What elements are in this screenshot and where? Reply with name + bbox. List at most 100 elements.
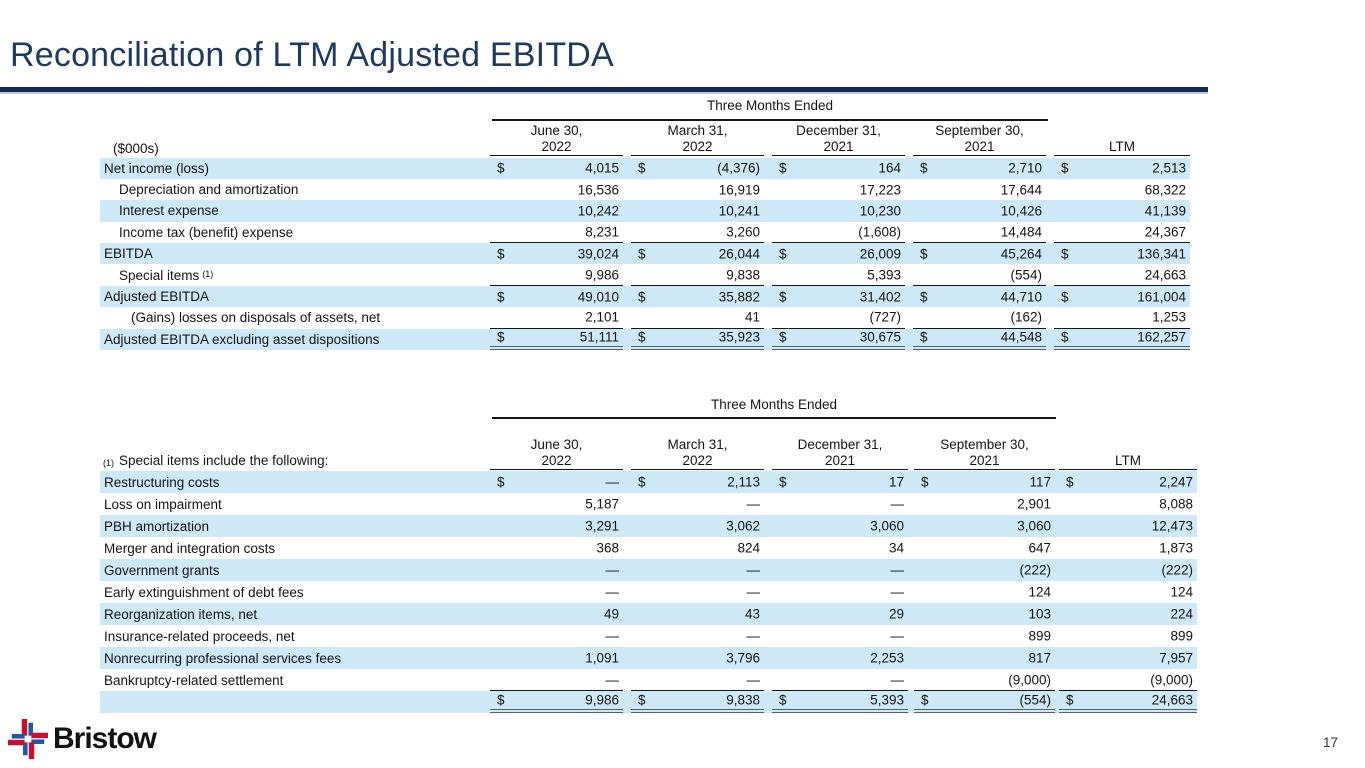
row-label: Nonrecurring professional services fees bbox=[104, 647, 341, 669]
table-cell: $162,257 bbox=[1054, 329, 1190, 351]
cell-value: 16,919 bbox=[718, 182, 760, 198]
span-header-underline bbox=[492, 119, 1048, 121]
cell-value: 8,088 bbox=[1159, 496, 1193, 512]
dollar-sign: $ bbox=[920, 289, 928, 305]
table-cell: 24,663 bbox=[1054, 265, 1190, 286]
column-header-line2: 2022 bbox=[682, 139, 713, 154]
cell-value: 26,009 bbox=[859, 246, 901, 262]
table-cell: — bbox=[772, 581, 908, 603]
table-cell: 3,291 bbox=[490, 515, 623, 537]
cell-value: 5,187 bbox=[585, 496, 619, 512]
cell-value: 224 bbox=[1170, 606, 1193, 622]
table-cell: $24,663 bbox=[1059, 691, 1197, 713]
table-cell: $30,675 bbox=[772, 329, 905, 351]
cell-value: 35,923 bbox=[718, 329, 760, 345]
row-label-text: Depreciation and amortization bbox=[119, 182, 299, 198]
table-cell: $164 bbox=[772, 158, 905, 179]
dollar-sign: $ bbox=[1061, 246, 1069, 262]
column-header-line2: LTM bbox=[1109, 139, 1135, 154]
column-header-line2: 2021 bbox=[824, 453, 856, 468]
table-cell: 10,426 bbox=[913, 200, 1046, 221]
cell-value: 10,242 bbox=[577, 203, 619, 219]
row-label: (Gains) losses on disposals of assets, n… bbox=[131, 307, 380, 328]
cell-value: 41 bbox=[744, 309, 760, 325]
cell-value: 30,675 bbox=[859, 329, 901, 345]
dollar-sign: $ bbox=[1061, 329, 1069, 345]
table-row: (Gains) losses on disposals of assets, n… bbox=[100, 307, 1190, 329]
table-cell: 16,536 bbox=[490, 179, 623, 200]
cell-value: 164 bbox=[878, 160, 901, 176]
table-cell: 10,242 bbox=[490, 200, 623, 221]
table-row: Adjusted EBITDA $49,010 $35,882 $31,402 $44,… bbox=[100, 285, 1190, 308]
title-rule bbox=[0, 87, 1208, 92]
table-cell: $35,882 bbox=[631, 286, 764, 307]
column-header-line1: June 30, bbox=[530, 123, 583, 138]
cell-value: 3,260 bbox=[726, 224, 760, 240]
column-header-line2: 2022 bbox=[541, 139, 572, 154]
dollar-sign: $ bbox=[921, 692, 929, 708]
table-cell: 3,260 bbox=[631, 222, 764, 244]
row-label: Special items (1) bbox=[119, 265, 213, 286]
cell-value: — bbox=[890, 628, 905, 644]
table-cell: 224 bbox=[1059, 603, 1197, 625]
cell-value: (9,000) bbox=[1150, 672, 1193, 687]
row-label-footnote-ref: (1) bbox=[202, 269, 214, 280]
column-header: June 30, 2022 bbox=[490, 434, 623, 470]
table-cell: — bbox=[631, 625, 764, 647]
dollar-sign: $ bbox=[1061, 289, 1069, 305]
table-row: Adjusted EBITDA excluding asset disposit… bbox=[100, 328, 1190, 351]
table-cell: — bbox=[631, 493, 764, 515]
row-label: Adjusted EBITDA bbox=[104, 286, 209, 307]
table-cell: 368 bbox=[490, 537, 623, 559]
table-cell: $26,009 bbox=[772, 243, 905, 264]
table-cell: $44,548 bbox=[913, 329, 1046, 351]
cell-value: 41,139 bbox=[1144, 203, 1186, 219]
table-cell: $51,111 bbox=[490, 329, 623, 351]
table-cell: 12,473 bbox=[1059, 515, 1197, 537]
table-cell: — bbox=[631, 559, 764, 581]
table-cell: 9,838 bbox=[631, 265, 764, 286]
table-row: Bankruptcy-related settlement — — — (9,000) (… bbox=[100, 669, 1197, 691]
column-header: March 31, 2022 bbox=[631, 122, 764, 156]
row-label: EBITDA bbox=[104, 243, 153, 264]
dollar-sign: $ bbox=[779, 474, 787, 490]
cell-value: 2,901 bbox=[1017, 496, 1051, 512]
table-cell: $9,838 bbox=[631, 691, 764, 713]
table-cell: 29 bbox=[772, 603, 908, 625]
table-cell: (222) bbox=[1059, 559, 1197, 581]
table-row: PBH amortization 3,291 3,062 3,060 3,060 12,4… bbox=[100, 515, 1197, 537]
table-cell: 43 bbox=[631, 603, 764, 625]
dollar-sign: $ bbox=[638, 289, 646, 305]
table-cell: 5,393 bbox=[772, 265, 905, 286]
column-header-line2: 2022 bbox=[541, 453, 572, 468]
dollar-sign: $ bbox=[497, 289, 505, 305]
row-label: Merger and integration costs bbox=[104, 537, 275, 559]
row-label-text: Adjusted EBITDA excluding asset disposit… bbox=[104, 331, 380, 347]
cell-value: — bbox=[746, 584, 761, 600]
table-row: Restructuring costs $ — $2,113 $17 $117 $2,247 bbox=[100, 471, 1197, 493]
table-cell: 17,223 bbox=[772, 179, 905, 200]
table-cell: 2,253 bbox=[772, 647, 908, 669]
table-cell: — bbox=[772, 625, 908, 647]
table-cell: $2,247 bbox=[1059, 471, 1197, 493]
cell-value: 103 bbox=[1028, 606, 1051, 622]
cell-value: 899 bbox=[1170, 628, 1193, 644]
cell-value: 2,513 bbox=[1152, 160, 1186, 176]
dollar-sign: $ bbox=[1066, 474, 1074, 490]
column-header-line2: 2022 bbox=[682, 453, 713, 468]
cell-value: 5,393 bbox=[867, 267, 901, 283]
table-cell: 3,060 bbox=[772, 515, 908, 537]
row-label: Government grants bbox=[104, 559, 220, 581]
page-title: Reconciliation of LTM Adjusted EBITDA bbox=[10, 36, 614, 74]
dollar-sign: $ bbox=[779, 329, 787, 345]
table-row: Merger and integration costs 368 824 34 647 1… bbox=[100, 537, 1197, 559]
dollar-sign: $ bbox=[497, 329, 505, 345]
column-header: December 31, 2021 bbox=[772, 122, 905, 156]
column-header-line2: LTM bbox=[1115, 453, 1141, 468]
cell-value: 3,060 bbox=[1017, 518, 1051, 534]
row-label-text: EBITDA bbox=[104, 246, 153, 262]
cell-value: — bbox=[890, 496, 905, 512]
cell-value: — bbox=[605, 584, 620, 600]
table-cell: $4,015 bbox=[490, 158, 623, 179]
cell-value: 162,257 bbox=[1137, 329, 1186, 345]
